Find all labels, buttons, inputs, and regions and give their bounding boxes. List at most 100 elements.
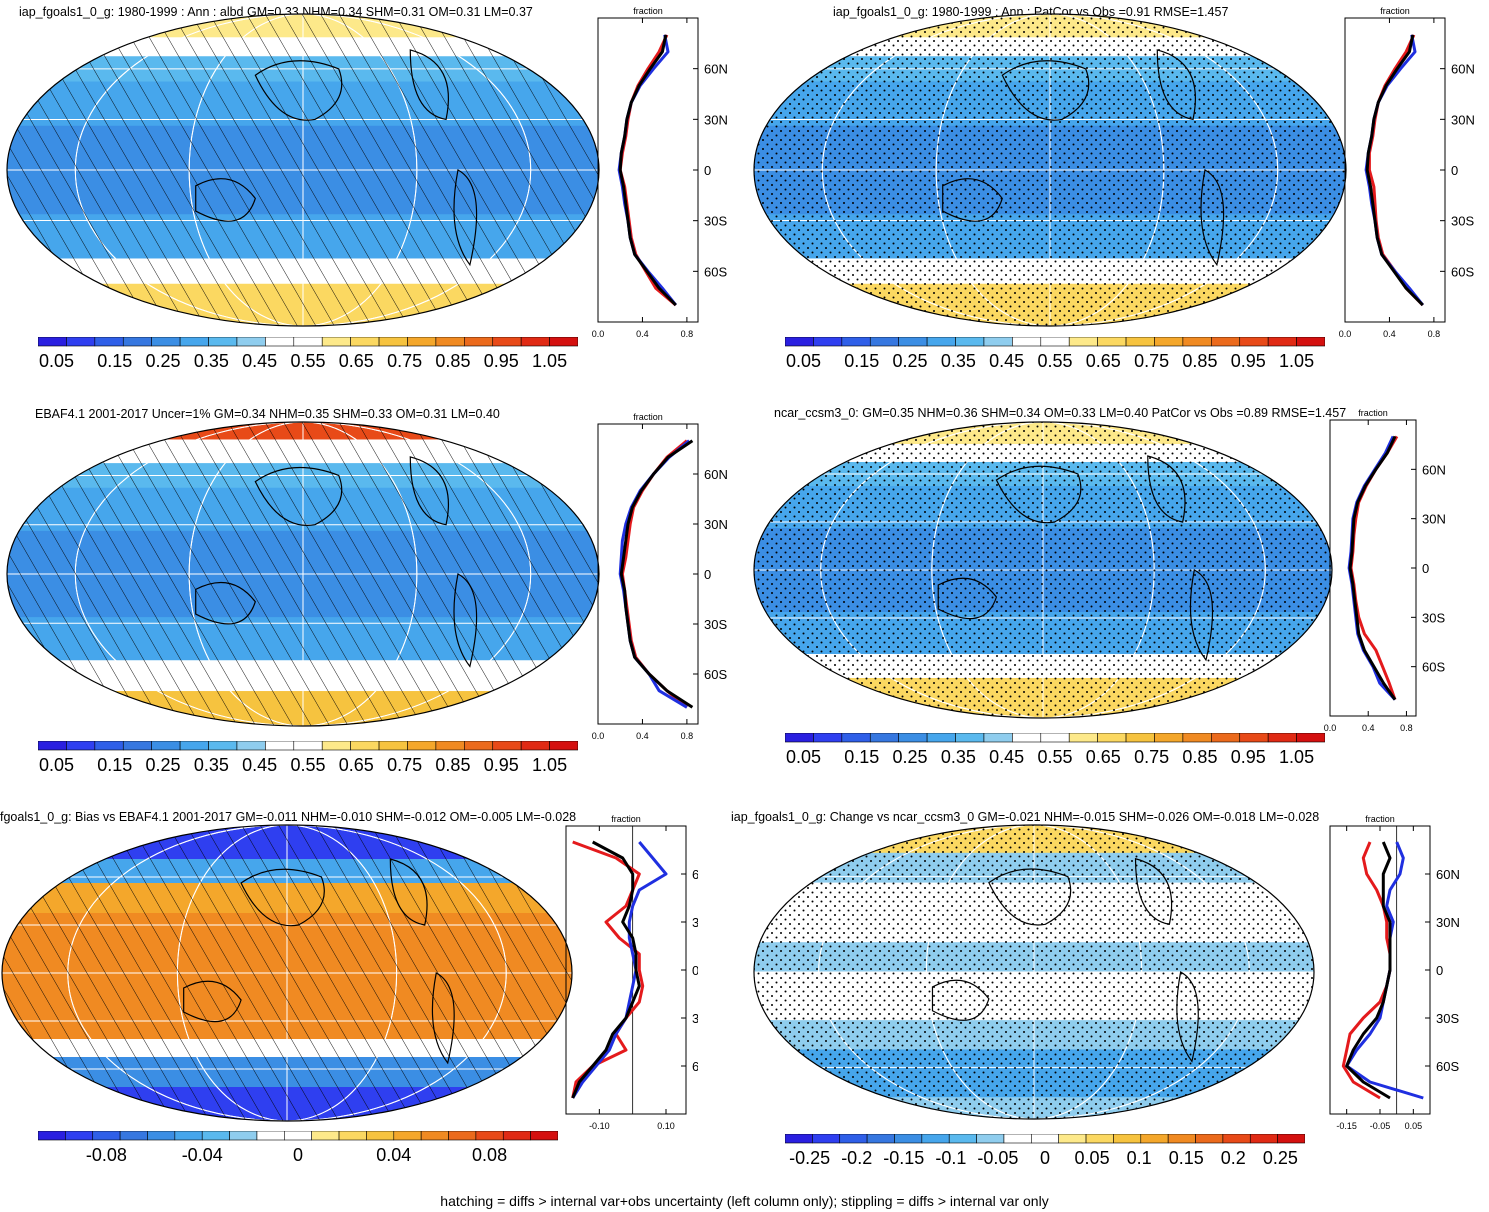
- colorbar-tick-label: -0.15: [883, 1148, 924, 1168]
- colorbar-tick-label: 0.45: [989, 747, 1024, 767]
- colorbar-tick-label: 0.45: [242, 351, 277, 371]
- colorbar-swatch: [151, 741, 181, 751]
- colorbar-swatch: [785, 1134, 813, 1144]
- colorbar-swatch: [366, 1131, 395, 1141]
- map-middle-right: [753, 421, 1333, 719]
- colorbar-swatch: [926, 337, 956, 347]
- zonal-header: fraction: [1380, 6, 1410, 16]
- colorbar-swatch: [122, 741, 152, 751]
- colorbar-swatch: [976, 1134, 1005, 1144]
- colorbar-tick-label: -0.08: [86, 1145, 127, 1165]
- colorbar-swatch: [1296, 733, 1325, 743]
- colorbar-tick-label: 0.85: [435, 351, 470, 371]
- colorbar-middle-right: 0.05 0.15 0.25 0.35 0.45 0.55 0.65 0.75 0.85 0.95…: [785, 733, 1325, 767]
- colorbar-tick-label: 0.15: [97, 755, 132, 775]
- colorbar-swatch: [841, 337, 871, 347]
- colorbar-tick-label: 0.25: [893, 747, 928, 767]
- colorbar-tick-label: -0.25: [789, 1148, 830, 1168]
- zonal-x-tick: 0.8: [1400, 723, 1413, 733]
- colorbar-swatch: [894, 1134, 923, 1144]
- colorbar-swatch: [94, 741, 124, 751]
- colorbar-swatch: [66, 337, 96, 347]
- zonal-x-tick: 0.0: [592, 731, 605, 741]
- zonal-series-blue: [571, 841, 668, 1099]
- map-middle-left: [6, 421, 600, 727]
- panel-title-top-left: iap_fgoals1_0_g: 1980-1999 : Ann : albd …: [19, 5, 533, 19]
- zonal-lat-label: 60N: [1436, 867, 1460, 882]
- zonal-series-blue: [1345, 841, 1424, 1100]
- colorbar-swatch: [311, 1131, 340, 1141]
- panel-title-top-right: iap_fgoals1_0_g: 1980-1999 : Ann : PatCo…: [833, 5, 1229, 19]
- colorbar-tick-label: -0.2: [841, 1148, 872, 1168]
- zonal-series-black: [619, 439, 694, 709]
- zonal-lat-label: 30N: [704, 112, 728, 127]
- zonal-lat-label: 30S: [704, 214, 727, 229]
- zonal-lat-label: 30S: [1436, 1011, 1459, 1026]
- zonal-lat-label: 30N: [704, 517, 728, 532]
- zonal-series-black: [571, 840, 641, 1099]
- colorbar-swatch: [448, 1131, 477, 1141]
- colorbar-swatch: [38, 741, 67, 751]
- zonal-lat-label: 30N: [1451, 112, 1475, 127]
- zonal-plot-middle-left: fraction 60N 30N 0 30S 60S 0.0 0.4 0.8: [592, 412, 728, 741]
- zonal-lat-label: 60S: [692, 1059, 698, 1074]
- colorbar-swatch: [407, 741, 437, 751]
- colorbar-tick-label: 0.85: [1182, 351, 1217, 371]
- zonal-x-tick: -0.10: [589, 1121, 610, 1131]
- colorbar-swatch: [1211, 337, 1241, 347]
- map-bottom-left: [1, 824, 573, 1122]
- colorbar-tick-label: 0.95: [484, 351, 519, 371]
- colorbar-swatch: [321, 741, 351, 751]
- colorbar-tick-label: 1.05: [1279, 747, 1314, 767]
- colorbar-tick-label: 0.85: [1182, 747, 1217, 767]
- colorbar-tick-label: 0.75: [1134, 747, 1169, 767]
- colorbar-swatch: [785, 733, 814, 743]
- colorbar-swatch: [898, 337, 928, 347]
- colorbar-swatch: [236, 337, 266, 347]
- colorbar-swatch: [236, 741, 266, 751]
- colorbar-swatch: [464, 741, 494, 751]
- colorbar-swatch: [122, 337, 152, 347]
- colorbar-swatch: [983, 733, 1013, 743]
- colorbar-swatch: [350, 741, 380, 751]
- colorbar-swatch: [492, 741, 522, 751]
- colorbar-swatch: [174, 1131, 203, 1141]
- colorbar-swatch: [201, 1131, 230, 1141]
- colorbar-swatch: [1154, 733, 1184, 743]
- colorbar-swatch: [420, 1131, 449, 1141]
- zonal-plot-top-right: fraction 60N 30N 0 30S 60S 0.0 0.4 0.8: [1339, 6, 1475, 339]
- zonal-x-tick: 0.8: [681, 329, 694, 339]
- colorbar-tick-label: 0.45: [989, 351, 1024, 371]
- colorbar-swatch: [1296, 337, 1325, 347]
- zonal-lat-label: 60S: [704, 667, 727, 682]
- colorbar-swatch: [921, 1134, 950, 1144]
- colorbar-swatch: [520, 337, 550, 347]
- zonal-header: fraction: [611, 814, 641, 824]
- zonal-plot-bottom-right: fraction 60N 30N 0 30S 60S -0.15 -0.05 0.05: [1329, 814, 1460, 1131]
- colorbar-tick-label: 0.05: [786, 747, 821, 767]
- zonal-x-tick: 0.8: [1428, 329, 1441, 339]
- colorbar-swatch: [492, 337, 522, 347]
- colorbar-swatch: [785, 337, 814, 347]
- colorbar-middle-left: 0.05 0.15 0.25 0.35 0.45 0.55 0.65 0.75 0.85 0.95…: [38, 741, 578, 775]
- colorbar-swatch: [119, 1131, 148, 1141]
- colorbar-swatch: [1012, 337, 1042, 347]
- zonal-lat-label: 60N: [692, 867, 698, 882]
- zonal-lat-label: 60N: [704, 62, 728, 77]
- colorbar-swatch: [549, 741, 578, 751]
- colorbar-swatch: [378, 741, 408, 751]
- colorbar-tick-label: 0.35: [194, 755, 229, 775]
- colorbar-tick-label: -0.04: [182, 1145, 223, 1165]
- colorbar-swatch: [256, 1131, 285, 1141]
- colorbar-tick-label: 0.75: [387, 755, 422, 775]
- colorbar-tick-label: 0.75: [1134, 351, 1169, 371]
- colorbar-swatch: [1113, 1134, 1142, 1144]
- colorbar-swatch: [435, 741, 465, 751]
- zonal-lat-label: 0: [692, 963, 698, 978]
- colorbar-swatch: [378, 337, 408, 347]
- colorbar-swatch: [549, 337, 578, 347]
- zonal-lat-label: 0: [704, 163, 711, 178]
- colorbar-swatch: [948, 1134, 977, 1144]
- colorbar-swatch: [1140, 1134, 1169, 1144]
- map-bottom-right: [753, 824, 1315, 1120]
